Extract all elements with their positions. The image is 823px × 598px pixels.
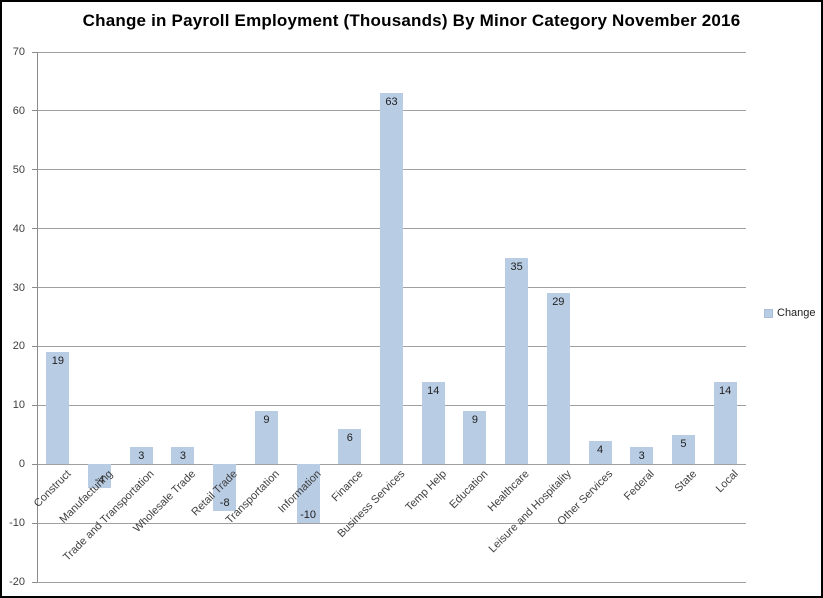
- legend-swatch-icon: [764, 308, 773, 318]
- y-tick-label: 30: [12, 281, 25, 294]
- gridline: [37, 581, 746, 583]
- legend-label: Change: [777, 307, 816, 319]
- y-tick-label: 20: [12, 340, 25, 353]
- y-tick-label: -20: [9, 576, 25, 588]
- bar-value-label: 3: [138, 449, 145, 462]
- bar-value-label: 14: [427, 384, 440, 397]
- bar: [380, 93, 403, 465]
- y-tick-mark: [32, 404, 37, 406]
- bar: [713, 381, 737, 465]
- category-label: Local: [713, 468, 741, 496]
- bar: [46, 352, 70, 465]
- gridline: [37, 463, 746, 465]
- bar: [505, 258, 529, 465]
- bar-value-label: 29: [552, 296, 565, 309]
- chart-title: Change in Payroll Employment (Thousands)…: [82, 11, 741, 30]
- bar: [213, 464, 237, 512]
- category-label: Leisure and Hospitality: [486, 468, 574, 556]
- bar: [671, 434, 695, 465]
- y-tick-mark: [32, 581, 37, 583]
- bar: [338, 428, 362, 465]
- bar-value-label: 35: [510, 261, 523, 274]
- bar-value-label: 5: [680, 437, 687, 450]
- category-label: Education: [447, 468, 491, 512]
- bar-value-label: 9: [471, 414, 478, 427]
- bar: [588, 440, 612, 465]
- y-tick-label: 50: [12, 163, 25, 176]
- bar-value-label: 6: [346, 431, 353, 444]
- bar-value-label: 4: [596, 443, 604, 456]
- bar-value-label: 14: [719, 384, 732, 397]
- bar-value-label: 19: [51, 355, 64, 368]
- bar-value-label: 9: [263, 414, 270, 427]
- category-label: State: [672, 468, 699, 495]
- y-tick-mark: [32, 345, 37, 347]
- bar: [129, 446, 153, 465]
- y-tick-mark: [32, 228, 37, 230]
- y-tick-label: 10: [12, 399, 25, 412]
- bar: [463, 411, 487, 465]
- bar-value-label: -4: [94, 473, 105, 486]
- y-tick-mark: [32, 51, 37, 53]
- y-tick-mark: [32, 287, 37, 289]
- bar-value-label: 3: [638, 449, 645, 462]
- bar: [421, 381, 445, 465]
- gridline: [37, 522, 746, 524]
- bar: [171, 446, 195, 465]
- y-tick-mark: [32, 463, 37, 465]
- category-label: Federal: [622, 468, 658, 503]
- y-tick-mark: [32, 522, 37, 524]
- y-tick-label: 70: [12, 46, 25, 58]
- y-tick-label: 0: [18, 458, 25, 471]
- y-tick-label: 60: [12, 104, 25, 117]
- bar: [546, 293, 570, 465]
- y-axis-line: [37, 52, 38, 582]
- bar-value-label: 63: [385, 96, 398, 109]
- bar: [296, 464, 320, 524]
- legend: Change: [764, 307, 816, 319]
- bar-value-label: 3: [179, 449, 187, 462]
- bar: [88, 464, 112, 488]
- bar-value-label: -10: [300, 509, 317, 522]
- y-tick-label: -10: [9, 517, 25, 530]
- y-tick-mark: [32, 169, 37, 171]
- gridline: [37, 51, 746, 53]
- bar: [630, 446, 654, 465]
- y-tick-label: 40: [12, 222, 25, 235]
- category-label: Finance: [329, 468, 366, 505]
- category-label: Temp Help: [403, 468, 449, 514]
- y-tick-mark: [32, 110, 37, 112]
- bar: [254, 411, 278, 465]
- bar-value-label: -8: [219, 497, 230, 510]
